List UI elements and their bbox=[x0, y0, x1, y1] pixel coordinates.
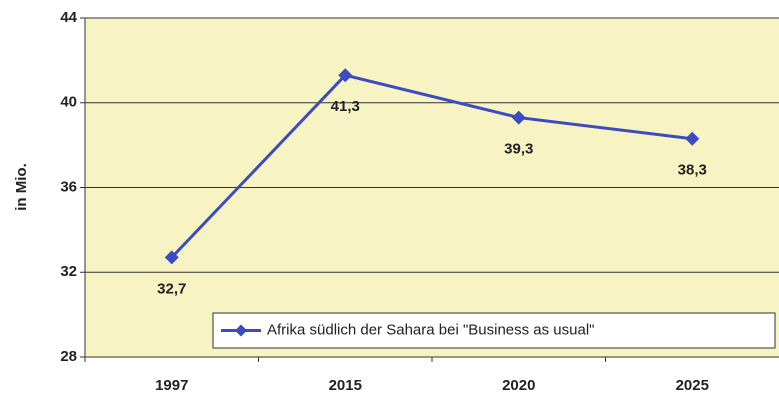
y-tick-label: 40 bbox=[60, 94, 77, 111]
y-tick-label: 28 bbox=[60, 348, 77, 365]
data-point bbox=[685, 131, 700, 146]
x-tick-label: 1997 bbox=[155, 377, 188, 394]
data-label: 38,3 bbox=[678, 162, 707, 179]
x-tick-label: 2020 bbox=[502, 377, 535, 394]
data-label: 39,3 bbox=[504, 141, 533, 158]
legend-marker bbox=[235, 324, 247, 337]
data-label: 32,7 bbox=[157, 280, 186, 297]
legend-label: Afrika südlich der Sahara bei "Business … bbox=[267, 321, 595, 338]
y-tick-label: 44 bbox=[60, 9, 77, 26]
y-tick-label: 36 bbox=[60, 178, 77, 195]
y-axis-label: in Mio. bbox=[13, 163, 30, 211]
data-point bbox=[511, 110, 526, 125]
x-tick-label: 2025 bbox=[676, 377, 709, 394]
data-line bbox=[170, 73, 693, 259]
data-point bbox=[164, 250, 179, 265]
y-tick-label: 32 bbox=[60, 263, 77, 280]
x-tick-label: 2015 bbox=[329, 377, 362, 394]
data-point bbox=[338, 68, 353, 83]
legend-box bbox=[212, 312, 776, 349]
data-label: 41,3 bbox=[331, 98, 360, 115]
